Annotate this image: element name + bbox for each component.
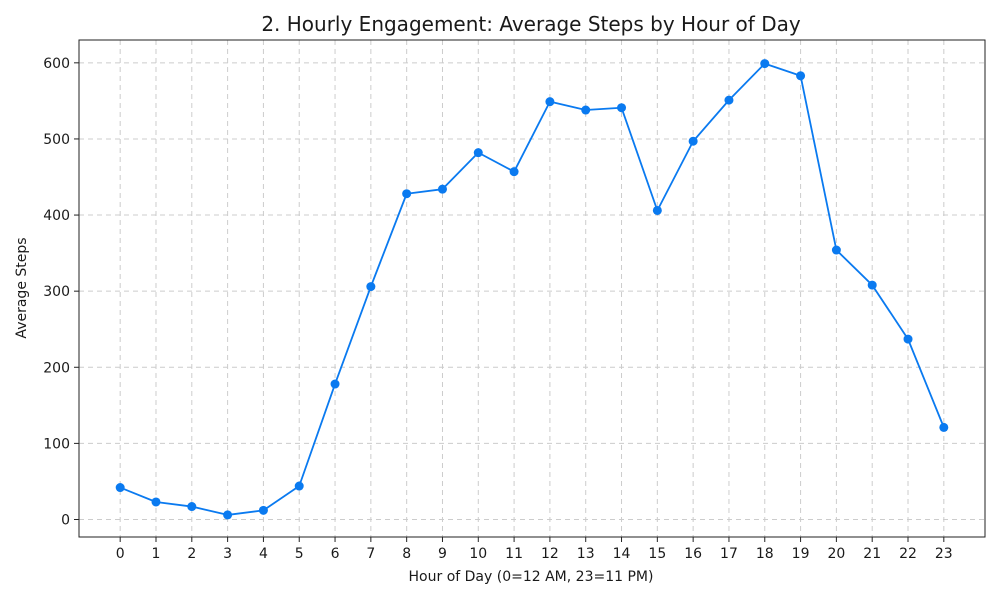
data-point: [330, 379, 340, 389]
data-point: [545, 97, 555, 107]
y-axis: 0 100 200 300 400 500 600: [43, 56, 79, 528]
x-tick-label: 9: [438, 546, 447, 562]
y-tick-label: 500: [43, 132, 70, 148]
x-tick-label: 2: [187, 546, 196, 562]
data-point: [831, 245, 841, 255]
data-point: [581, 105, 591, 115]
y-tick-label: 0: [61, 512, 70, 528]
data-point: [402, 189, 412, 199]
x-tick-label: 5: [295, 546, 304, 562]
data-point: [258, 505, 268, 515]
x-tick-label: 18: [756, 546, 774, 562]
x-tick-label: 16: [684, 546, 702, 562]
data-point: [939, 422, 949, 432]
y-axis-label: Average Steps: [14, 237, 30, 338]
series-line: [119, 62, 945, 516]
data-point: [867, 280, 877, 290]
data-point: [724, 95, 734, 105]
x-tick-label: 4: [259, 546, 268, 562]
x-tick-label: 11: [505, 546, 523, 562]
plot-area-frame: [78, 39, 986, 538]
x-tick-label: 1: [152, 546, 161, 562]
data-point: [652, 205, 662, 215]
data-point: [688, 136, 698, 146]
y-tick-label: 400: [43, 208, 70, 224]
x-tick-label: 20: [827, 546, 845, 562]
data-point: [617, 103, 627, 113]
x-tick-label: 22: [899, 546, 917, 562]
x-tick-label: 13: [577, 546, 595, 562]
data-point: [223, 510, 233, 520]
data-point: [151, 497, 161, 507]
y-tick-label: 200: [43, 360, 70, 376]
data-point: [437, 184, 447, 194]
data-point: [366, 282, 376, 292]
x-tick-label: 19: [792, 546, 810, 562]
x-tick-label: 0: [116, 546, 125, 562]
data-point: [796, 71, 806, 81]
x-tick-label: 7: [366, 546, 375, 562]
x-tick-label: 14: [613, 546, 631, 562]
x-tick-label: 21: [863, 546, 881, 562]
x-tick-label: 23: [935, 546, 953, 562]
x-tick-label: 8: [402, 546, 411, 562]
x-tick-label: 15: [648, 546, 666, 562]
y-tick-label: 600: [43, 56, 70, 72]
x-tick-label: 17: [720, 546, 738, 562]
x-axis: 0 1 2 3 4 5 6 7 8 9 10 11 12 13 14 15 16 17 18 19 20 21 22 23: [116, 537, 953, 562]
x-tick-label: 6: [331, 546, 340, 562]
x-tick-label: 12: [541, 546, 559, 562]
data-point: [903, 334, 913, 344]
data-point: [509, 167, 519, 177]
chart-title: 2. Hourly Engagement: Average Steps by H…: [261, 12, 801, 36]
data-point: [294, 481, 304, 491]
y-tick-label: 100: [43, 436, 70, 452]
x-axis-label: Hour of Day (0=12 AM, 23=11 PM): [409, 569, 654, 585]
x-tick-label: 3: [223, 546, 232, 562]
data-point: [760, 59, 770, 69]
y-tick-label: 300: [43, 284, 70, 300]
data-point: [115, 483, 125, 493]
grid: [79, 40, 985, 537]
series-group: [115, 59, 949, 520]
data-point: [187, 502, 197, 512]
data-point: [473, 148, 483, 158]
x-tick-label: 10: [469, 546, 487, 562]
